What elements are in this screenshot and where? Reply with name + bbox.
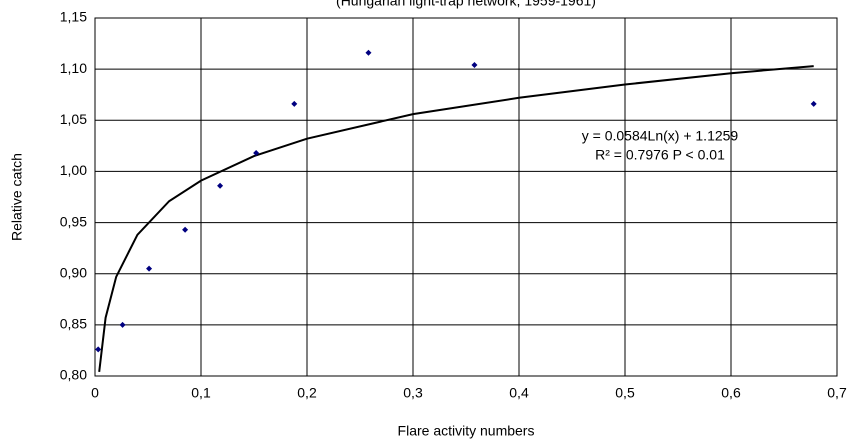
x-tick-label: 0,5	[615, 385, 635, 401]
x-tick-label: 0	[91, 385, 99, 401]
y-tick-label: 1,15	[60, 9, 87, 25]
data-point	[182, 226, 189, 233]
data-point	[217, 182, 224, 189]
x-tick-label: 0,1	[191, 385, 211, 401]
data-point	[365, 49, 372, 56]
trendline	[98, 65, 814, 373]
x-tick-label: 0,3	[403, 385, 423, 401]
data-point	[95, 346, 102, 353]
y-axis-label: Relative catch	[9, 153, 25, 241]
data-point	[146, 265, 153, 272]
x-tick-label: 0,6	[721, 385, 741, 401]
data-point	[471, 62, 478, 69]
data-point	[810, 100, 817, 107]
y-tick-label: 1,05	[60, 111, 87, 127]
y-tick-label: 0,95	[60, 213, 87, 229]
x-tick-label: 0,7	[827, 385, 847, 401]
x-tick-label: 0,2	[297, 385, 317, 401]
data-point	[119, 321, 126, 328]
chart-subtitle: (Hungarian light-trap network, 1959-1961…	[336, 0, 596, 9]
data-point	[291, 100, 298, 107]
plot-border	[94, 17, 838, 377]
y-tick-label: 0,80	[60, 367, 87, 383]
y-tick-label: 1,00	[60, 162, 87, 178]
data-point	[253, 150, 260, 157]
y-tick-label: 0,85	[60, 316, 87, 332]
x-tick-label: 0,4	[509, 385, 529, 401]
y-tick-label: 0,90	[60, 264, 87, 280]
r-squared: R² = 0.7976 P < 0.01	[595, 147, 725, 163]
equation: y = 0.0584Ln(x) + 1.1259	[582, 128, 739, 144]
y-tick-label: 1,10	[60, 60, 87, 76]
x-axis-label: Flare activity numbers	[398, 423, 535, 439]
